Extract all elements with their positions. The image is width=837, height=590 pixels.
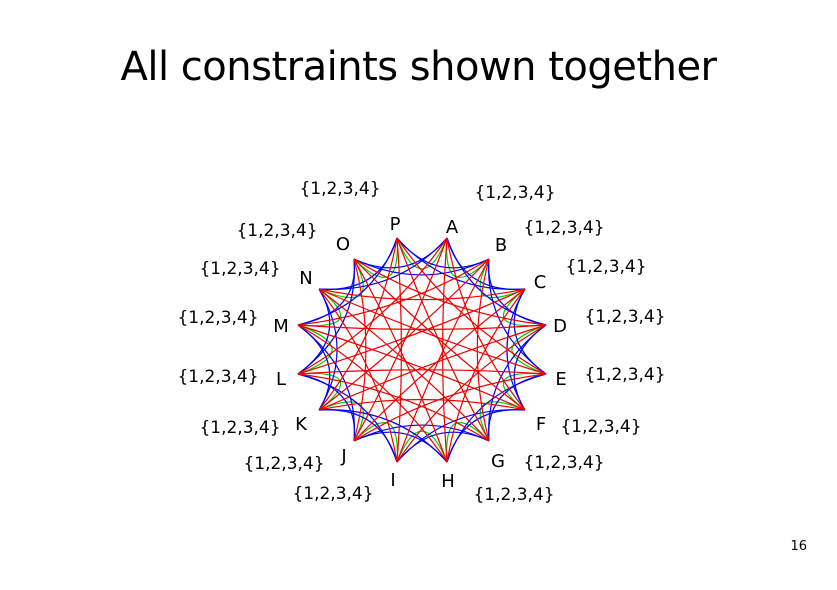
constraint-edge [353, 258, 490, 276]
constraint-edge [396, 237, 490, 442]
graph-labels: A {1,2,3,4} B {1,2,3,4} C {1,2,3,4} D {1,2,3,4}… [177, 179, 665, 505]
domain-label-g: {1,2,3,4} [523, 453, 604, 473]
constraint-edge [318, 288, 490, 442]
constraint-edge [297, 369, 547, 375]
domain-label-d: {1,2,3,4} [584, 307, 665, 327]
constraint-edge [446, 237, 547, 326]
node-label-m: M [273, 316, 289, 337]
domain-label-a: {1,2,3,4} [474, 183, 555, 203]
constraint-edge [479, 258, 526, 299]
page-number: 16 [790, 539, 807, 554]
domain-label-k: {1,2,3,4} [199, 418, 280, 438]
constraint-edge [297, 324, 333, 375]
domain-label-b: {1,2,3,4} [523, 218, 604, 238]
constraint-edge [297, 237, 398, 326]
constraint-edge [297, 373, 398, 463]
constraint-edge [297, 324, 448, 463]
domain-label-j: {1,2,3,4} [243, 454, 324, 474]
constraint-edge [297, 237, 448, 375]
constraint-edge [396, 258, 490, 463]
domain-label-f: {1,2,3,4} [560, 417, 641, 437]
constraint-edge [396, 237, 402, 463]
constraint-edge [353, 237, 448, 442]
node-label-o: O [336, 234, 350, 255]
constraint-edge [396, 430, 448, 463]
constraint-edge [353, 288, 526, 442]
constraint-edge [446, 373, 547, 463]
node-label-c: C [534, 272, 547, 293]
domain-label-i: {1,2,3,4} [292, 484, 373, 504]
node-label-l: L [276, 369, 286, 390]
constraint-edge [479, 401, 526, 442]
node-label-i: I [390, 470, 395, 491]
domain-label-m: {1,2,3,4} [177, 308, 258, 328]
constraint-edge [353, 258, 526, 411]
domain-label-h: {1,2,3,4} [473, 485, 554, 505]
constraint-edge [297, 324, 526, 411]
node-label-a: A [446, 217, 459, 238]
constraint-edge [297, 288, 526, 375]
node-label-j: J [340, 446, 346, 467]
slide-title: All constraints shown together [120, 44, 718, 90]
node-label-d: D [553, 316, 567, 337]
constraint-edge [353, 258, 367, 442]
node-label-g: G [491, 451, 505, 472]
node-label-b: B [495, 235, 507, 256]
domain-label-l: {1,2,3,4} [177, 367, 258, 387]
domain-label-p: {1,2,3,4} [299, 179, 380, 199]
node-label-k: K [295, 414, 308, 435]
constraint-edge [353, 258, 448, 463]
domain-label-c: {1,2,3,4} [565, 257, 646, 277]
constraint-edge [476, 258, 490, 442]
constraint-edge [396, 237, 547, 375]
domain-label-n: {1,2,3,4} [199, 259, 280, 279]
constraint-edge [297, 324, 547, 330]
constraint-edges [297, 237, 547, 463]
constraint-edge [318, 288, 547, 375]
constraint-edge [511, 324, 547, 375]
node-label-e: E [555, 369, 566, 390]
node-label-f: F [536, 414, 546, 435]
constraint-edge [353, 424, 490, 442]
node-label-h: H [441, 471, 455, 492]
domain-label-o: {1,2,3,4} [236, 221, 317, 241]
domain-label-e: {1,2,3,4} [584, 365, 665, 385]
node-label-p: P [390, 214, 401, 235]
node-label-n: N [299, 268, 312, 289]
constraint-edge [396, 324, 547, 463]
constraint-edge [396, 237, 448, 270]
constraint-edge [318, 324, 547, 411]
